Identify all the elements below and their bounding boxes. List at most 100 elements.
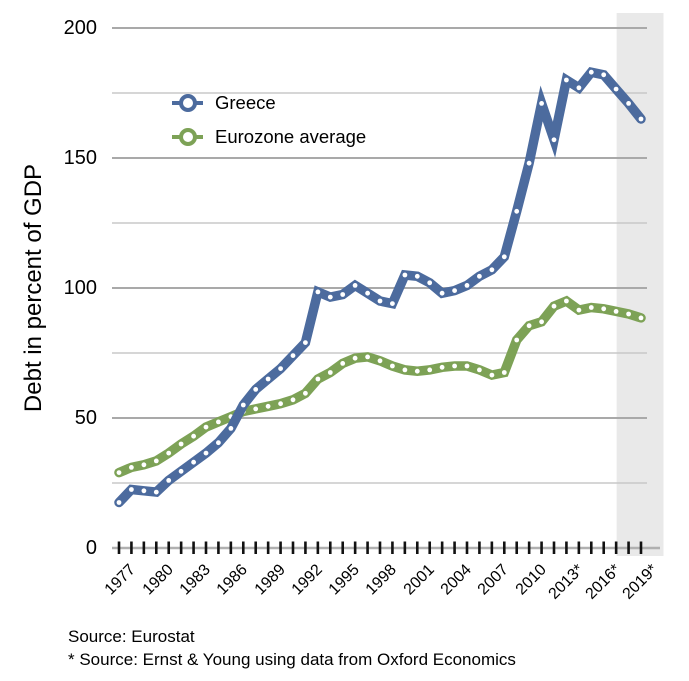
x-axis-tick (403, 541, 407, 554)
data-point-dot (129, 487, 134, 492)
data-point-dot (178, 468, 184, 474)
data-point-dot (588, 69, 594, 75)
x-axis-tick (527, 541, 531, 554)
data-point-dot (439, 364, 445, 370)
x-axis-tick (639, 541, 643, 554)
x-axis-tick (627, 541, 630, 554)
data-point-dot (489, 267, 495, 273)
data-point-dot (452, 363, 457, 369)
data-point-dot (327, 370, 333, 375)
data-point-dot (477, 273, 482, 279)
data-point-dot (315, 289, 321, 295)
x-axis-tick (391, 541, 394, 554)
x-axis-tick (254, 541, 258, 554)
data-point-dot (564, 77, 569, 83)
data-point-dot (116, 470, 122, 475)
data-point-dot (638, 116, 644, 122)
x-axis-tick (602, 541, 606, 554)
x-axis-tick (304, 541, 307, 554)
data-point-dot (390, 301, 395, 306)
data-point-dot (191, 433, 197, 439)
data-point-dot (141, 462, 147, 468)
data-point-dot (166, 450, 172, 456)
y-tick-label: 150 (63, 147, 97, 169)
data-point-dot (265, 376, 271, 382)
data-point-dot (240, 402, 246, 408)
data-point-dot (501, 254, 507, 260)
data-point-dot (166, 478, 172, 483)
data-point-dot (564, 298, 569, 304)
data-point-dot (452, 288, 457, 293)
data-point-dot (290, 397, 296, 403)
data-point-dot (290, 353, 296, 358)
data-point-dot (278, 401, 283, 407)
data-point-dot (303, 340, 308, 345)
data-point-dot (216, 440, 221, 446)
data-point-dot (576, 307, 582, 313)
data-point-dot (153, 458, 159, 464)
data-point-dot (352, 355, 358, 361)
source-note-eurostat: Source: Eurostat (68, 627, 195, 646)
data-point-dot (464, 283, 470, 288)
data-point-dot (265, 403, 271, 409)
x-axis-tick (614, 541, 618, 554)
x-axis-tick (192, 541, 195, 554)
x-axis-tick (353, 541, 357, 554)
data-point-dot (141, 488, 147, 494)
data-point-dot (514, 337, 520, 343)
data-point-dot (203, 424, 209, 430)
x-axis-tick (478, 541, 481, 554)
data-point-dot (129, 465, 134, 470)
data-point-dot (340, 292, 346, 297)
data-point-dot (588, 305, 594, 310)
x-axis-tick (552, 541, 556, 554)
data-point-dot (539, 319, 544, 325)
legend-item-greece: Greece (172, 86, 366, 120)
data-point-dot (576, 85, 582, 91)
x-axis-tick (502, 541, 506, 554)
data-point-dot (501, 370, 507, 375)
data-point-dot (601, 72, 607, 78)
data-point-dot (377, 358, 383, 364)
x-axis-tick (378, 541, 382, 554)
data-point-dot (477, 367, 482, 373)
x-axis-tick (179, 541, 183, 554)
eurozone-line-marker-icon (172, 128, 203, 146)
x-axis-tick (154, 541, 158, 554)
x-axis-tick (142, 541, 146, 554)
data-point-dot (365, 354, 370, 360)
x-axis-tick (328, 541, 332, 554)
data-point-dot (216, 419, 221, 425)
data-point-dot (626, 101, 631, 106)
legend-item-eurozone: Eurozone average (172, 120, 366, 154)
x-axis-tick (515, 541, 519, 554)
data-point-dot (327, 294, 333, 300)
y-tick-label: 50 (74, 407, 97, 429)
data-point-dot (153, 489, 159, 495)
x-axis-tick (204, 541, 208, 554)
x-axis-tick (266, 541, 270, 554)
data-point-dot (203, 450, 209, 456)
data-point-dot (427, 280, 433, 286)
data-point-dot (526, 323, 532, 329)
x-axis-tick (167, 541, 171, 554)
data-point-dot (377, 298, 383, 304)
x-axis-tick (117, 541, 121, 554)
legend: Greece Eurozone average (172, 86, 366, 154)
data-point-dot (626, 311, 631, 317)
x-axis-tick (465, 541, 469, 554)
data-point-dot (352, 283, 358, 288)
data-point-dot (315, 376, 321, 382)
data-point-dot (427, 367, 433, 373)
data-point-dot (278, 366, 283, 371)
data-point-dot (414, 368, 420, 374)
series-line-eurozone-average (114, 295, 646, 478)
data-point-dot (228, 426, 234, 431)
data-point-dot (613, 309, 619, 314)
x-axis-tick (453, 541, 456, 554)
x-axis-tick (279, 541, 282, 554)
data-point-dot (514, 208, 520, 214)
x-axis-tick (341, 541, 345, 554)
